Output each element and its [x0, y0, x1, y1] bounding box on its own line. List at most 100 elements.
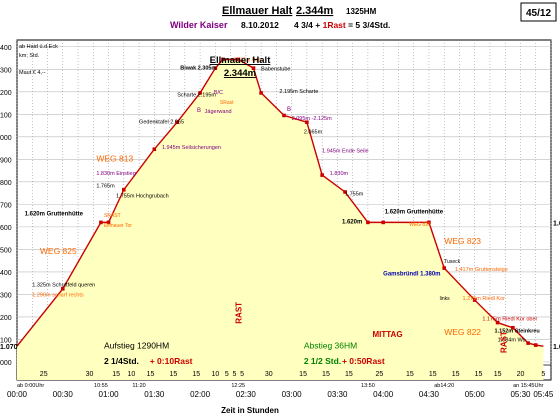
annotation-label: 2.335m Rast — [234, 57, 263, 63]
title-date: 8.10.2012 — [241, 20, 279, 30]
annotation-label: MITTAG — [372, 330, 402, 339]
annotation-label: 1.765m — [96, 183, 115, 189]
annotation-label: Tuseck — [444, 259, 460, 265]
segment-duration: 10 — [128, 371, 136, 378]
annotation-label: SRast — [220, 100, 234, 106]
x-tick-label: 05:00 — [465, 390, 486, 399]
annotation-label: WEG 825 — [409, 222, 431, 228]
x-tick-label: 00:30 — [53, 390, 74, 399]
annotation-label: Gedenktafel 2.065 — [139, 119, 184, 125]
y-tick-label: 600 — [0, 225, 12, 232]
y-annotation: 1.070 — [553, 344, 560, 351]
y-annotation: 1.070 — [0, 344, 18, 351]
profile-point — [122, 187, 126, 192]
time-mark: 13:50 — [361, 383, 375, 389]
x-tick-label: 02:30 — [236, 390, 257, 399]
annotation-label: Biwak 2.305m — [180, 65, 216, 71]
x-tick-label: 00:00 — [7, 390, 28, 399]
x-tick-label: 05:30 — [510, 390, 531, 399]
annotation-label: WEG 825 — [40, 246, 77, 256]
time-mark: 11:20 — [132, 383, 145, 389]
profile-point — [366, 220, 370, 225]
profile-point — [106, 220, 111, 225]
title-time-prefix: 4 3/4 + — [294, 20, 323, 30]
profile-point — [99, 220, 103, 225]
left-note: ab Haid ü.d.Eck — [19, 44, 58, 50]
y-tick-label: 000 — [0, 135, 12, 142]
segment-duration: 30 — [265, 371, 273, 378]
profile-point — [343, 190, 347, 194]
segment-duration: 25 — [40, 371, 48, 378]
title-time-total: = 5 3/4Std. — [346, 20, 391, 30]
segment-duration: 15 — [475, 371, 483, 378]
segment-duration: 15 — [429, 371, 437, 378]
annotation-label: 2.065m — [304, 129, 323, 135]
segment-duration: 15 — [452, 371, 460, 378]
y-tick-label: 000 — [0, 360, 12, 367]
annotation-label: Babenstube — [261, 66, 290, 72]
segment-duration: 15 — [112, 371, 120, 378]
segment-duration: 15 — [169, 371, 177, 378]
y-tick-label: 800 — [0, 180, 12, 187]
page-badge: 45/12 — [526, 8, 551, 19]
profile-point — [282, 113, 286, 118]
peak-height: 2.344m — [224, 68, 256, 79]
x-tick-label: 04:00 — [373, 390, 394, 399]
annotation-label: Ellmauer Tor — [104, 223, 132, 229]
y-tick-label: 500 — [0, 247, 12, 254]
title-time: 4 3/4 + 1Rast = 5 3/4Std. — [294, 20, 390, 30]
annotation-label: Aufstieg 1290HM — [104, 340, 169, 350]
annotation-label: 1.152m Steinkreu — [495, 329, 540, 335]
profile-point — [442, 266, 446, 270]
left-note: km; Std. — [19, 53, 40, 59]
annotation-label: 1.755m — [345, 191, 364, 197]
y-tick-label: 300 — [0, 67, 12, 74]
annotation-label: 2 1/4Std. — [104, 356, 139, 366]
annotation-label: WEG 822 — [444, 327, 481, 337]
time-mark: ab 0:00Uhr — [17, 383, 44, 389]
annotation-label: Jägerwand — [205, 109, 232, 115]
y-tick-label: 100 — [0, 337, 12, 344]
annotation-label: 1.830m Einstieg — [96, 171, 135, 177]
y-tick-label: 200 — [0, 315, 12, 322]
segment-duration: 15 — [322, 371, 330, 378]
annotation-label: Gamsbründl 1.380m — [383, 271, 440, 277]
annotation-label: 2.095m -2.125m — [292, 116, 332, 122]
profile-point — [236, 57, 241, 62]
x-axis-label: Zeit in Stunden — [221, 406, 279, 415]
page-badge-frame — [520, 2, 557, 22]
segment-duration: 5 — [240, 371, 244, 378]
profile-point — [472, 298, 477, 302]
segment-duration: 15 — [494, 371, 502, 378]
profile-point — [175, 120, 179, 124]
profile-point — [427, 220, 431, 225]
annotation-label: 1.417m Gruttensteige — [455, 267, 508, 273]
profile-point — [213, 66, 218, 70]
x-tick-label: 01:30 — [144, 390, 165, 399]
segment-duration: 30 — [86, 371, 94, 378]
annotation-label: B — [197, 108, 201, 114]
segment-duration: 15 — [406, 371, 414, 378]
segment-duration: 25 — [375, 371, 383, 378]
segment-duration: 15 — [147, 371, 155, 378]
y-tick-label: 100 — [0, 112, 12, 119]
annotation-label: 1.945m Ende Seile — [322, 149, 368, 155]
annotation-label: B — [287, 107, 291, 113]
annotation-label: 1.620m Gruttenhütte — [25, 212, 84, 218]
annotation-label: SRAST — [104, 213, 121, 219]
x-tick-label: 03:30 — [327, 390, 348, 399]
segment-duration: 5 — [225, 371, 229, 378]
profile-point — [221, 57, 225, 62]
x-tick-label: 05:45 — [533, 390, 554, 399]
segment-duration: 10 — [211, 371, 219, 378]
y-tick-label: 400 — [0, 45, 12, 52]
title-rest: 1Rast — [323, 20, 346, 30]
y-tick-label: 900 — [0, 157, 12, 164]
annotation-label: B/C — [214, 90, 223, 96]
profile-point — [305, 120, 309, 124]
annotation-label: 1.620m — [342, 220, 362, 226]
profile-point — [251, 66, 256, 70]
rest-label: RAST — [500, 331, 509, 353]
segment-duration: 5 — [541, 371, 545, 378]
time-mark: 10:55 — [94, 383, 108, 389]
